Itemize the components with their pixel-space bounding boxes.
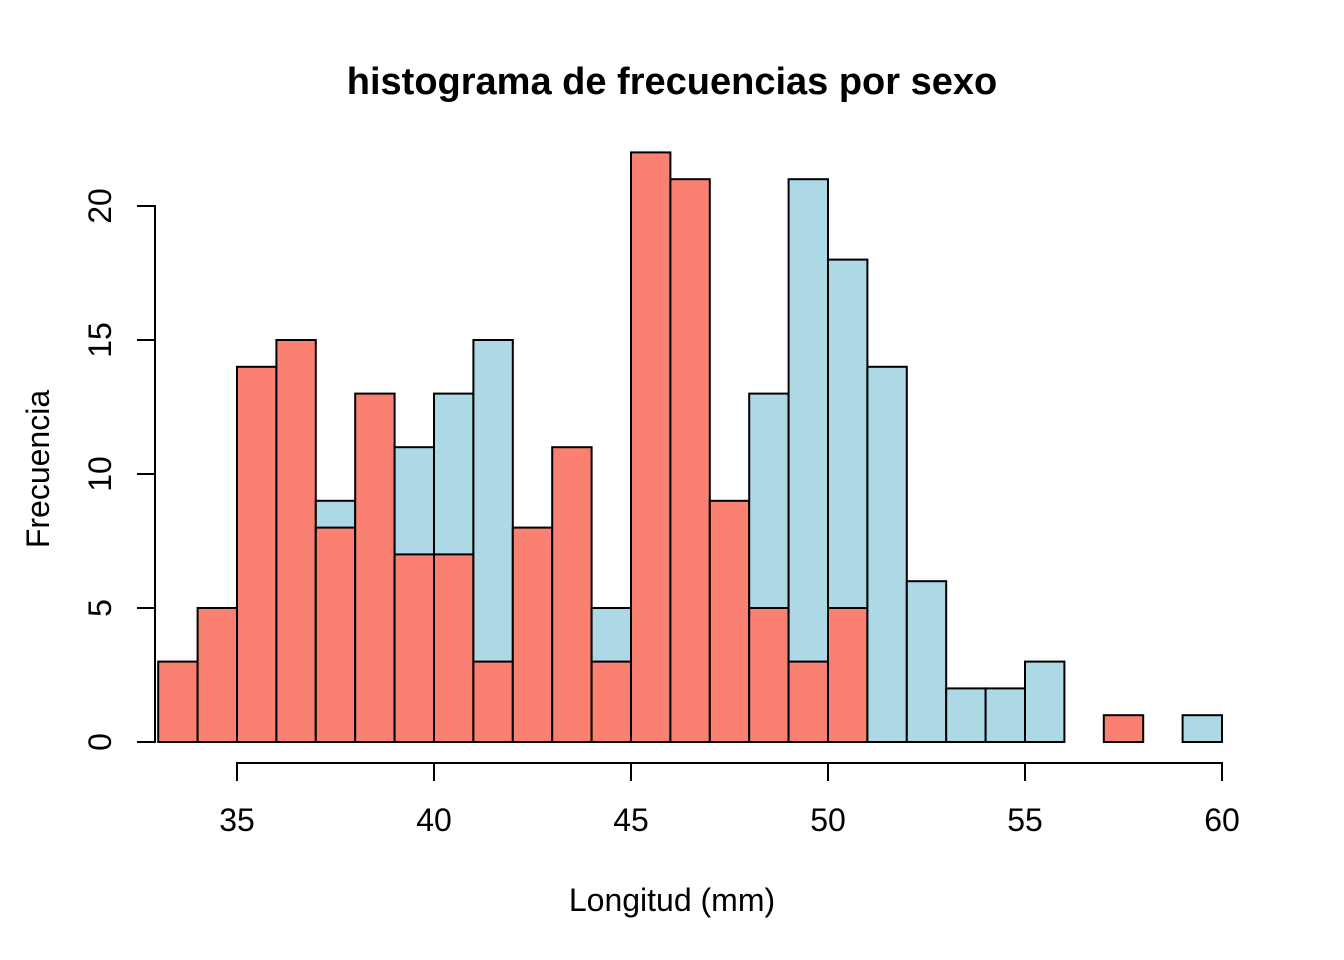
histogram-bar-salmon-series <box>472 660 514 743</box>
histogram-bar-salmon-series <box>511 526 554 743</box>
bars-layer <box>157 151 1223 744</box>
histogram-bar-salmon-series <box>827 607 869 743</box>
histogram-bar-salmon-series <box>590 660 632 743</box>
x-tick-label: 40 <box>416 802 452 838</box>
histogram-bar-lightblue-series <box>945 687 987 744</box>
histogram-bar-salmon-series <box>354 392 396 743</box>
histogram-bar-lightblue-series <box>787 178 829 743</box>
histogram-bar-salmon-series <box>669 178 711 743</box>
x-tick-label: 50 <box>810 802 846 838</box>
histogram-bar-salmon-series <box>748 607 790 743</box>
histogram-bar-salmon-series <box>275 339 317 743</box>
histogram-bar-lightblue-series <box>1181 714 1223 744</box>
histogram-bar-lightblue-series <box>1024 660 1066 743</box>
y-tick-label: 5 <box>82 599 118 617</box>
histogram-bar-salmon-series <box>314 526 357 743</box>
y-tick-label: 0 <box>82 733 118 751</box>
histogram-bar-salmon-series <box>433 553 475 744</box>
x-axis-label: Longitud (mm) <box>568 882 776 918</box>
y-tick-label: 10 <box>82 456 118 492</box>
histogram-bar-salmon-series <box>787 660 829 743</box>
axes-layer: 0 5 10 15 20 35 40 45 50 55 60 <box>82 188 1240 838</box>
y-tick-label: 20 <box>82 188 118 224</box>
histogram-bar-lightblue-series <box>866 365 908 743</box>
histogram-bar-lightblue-series <box>905 580 948 744</box>
histogram-bar-salmon-series <box>236 365 278 743</box>
histogram-bar-salmon-series <box>196 607 239 743</box>
x-tick-label: 55 <box>1007 802 1043 838</box>
x-tick-label: 35 <box>219 802 255 838</box>
histogram-bar-salmon-series <box>1102 714 1145 744</box>
histogram-bar-salmon-series <box>630 151 672 743</box>
chart-title: histograma de frecuencias por sexo <box>346 61 998 103</box>
histogram-bar-salmon-series <box>551 446 593 743</box>
x-tick-label: 45 <box>613 802 649 838</box>
y-tick-label: 15 <box>82 322 118 358</box>
histogram-bar-salmon-series <box>157 660 199 743</box>
x-tick-label: 60 <box>1204 802 1240 838</box>
histogram-bar-salmon-series <box>708 499 751 743</box>
histogram-bar-lightblue-series <box>984 687 1026 744</box>
histogram-bar-salmon-series <box>393 553 436 744</box>
